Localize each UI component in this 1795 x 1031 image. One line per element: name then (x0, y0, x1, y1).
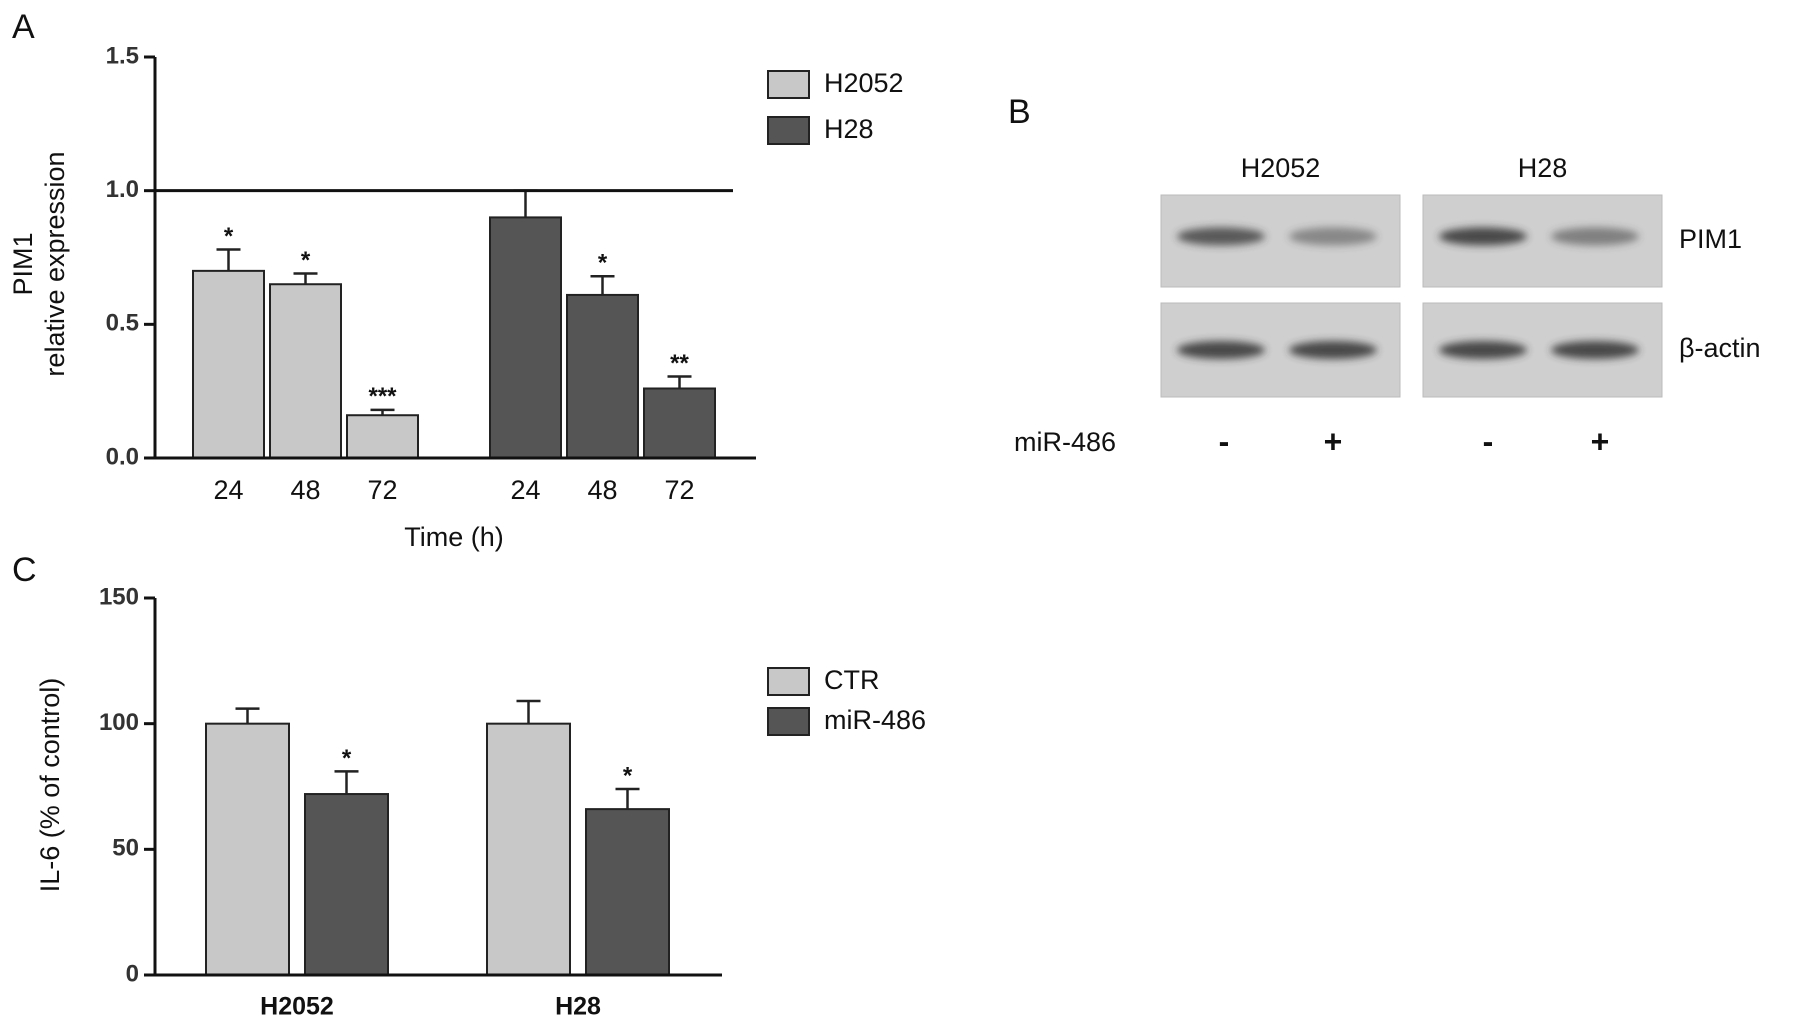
panel-label: C (12, 551, 37, 589)
bar (205, 722, 290, 977)
column-label: H28 (1518, 153, 1568, 183)
legend-swatch (767, 707, 810, 736)
significance: ** (670, 350, 689, 377)
panel-label: A (12, 8, 35, 46)
significance: * (342, 745, 352, 772)
y-axis-label: relative expression (40, 151, 70, 376)
bar (585, 808, 670, 976)
bar (346, 414, 419, 459)
bar (269, 283, 342, 459)
lane-sign: + (1591, 423, 1610, 459)
legend-label: miR-486 (824, 705, 926, 735)
x-tick-label: H28 (555, 993, 601, 1021)
panel-label: B (1008, 93, 1031, 131)
significance: * (598, 250, 608, 277)
row-label: PIM1 (1679, 224, 1742, 254)
blot-band (1551, 341, 1639, 359)
x-tick-label: H2052 (260, 993, 334, 1021)
x-axis-label: Time (h) (404, 522, 504, 552)
blot-band (1439, 227, 1527, 246)
bar (192, 269, 265, 459)
y-tick-label: 0 (126, 960, 139, 987)
column-label: H2052 (1241, 153, 1321, 183)
legend-swatch (767, 667, 810, 696)
blot-band (1177, 227, 1265, 246)
significance: * (224, 223, 234, 250)
x-tick-label: 72 (367, 475, 397, 505)
row-label: β-actin (1679, 333, 1761, 363)
y-tick-label: 100 (99, 709, 139, 736)
y-tick-label: 150 (99, 583, 139, 610)
blot-band (1289, 227, 1377, 246)
x-tick-label: 48 (587, 475, 617, 505)
legend-swatch (767, 116, 810, 145)
significance: *** (368, 383, 397, 410)
legend-swatch (767, 70, 810, 99)
lane-sign: - (1483, 423, 1494, 459)
treatment-label: miR-486 (1014, 427, 1116, 457)
y-axis-label: PIM1 (8, 232, 38, 295)
blot-band (1551, 227, 1639, 246)
bar (486, 722, 571, 977)
bar (643, 387, 716, 460)
lane-sign: + (1324, 423, 1343, 459)
y-tick-label: 1.0 (106, 176, 139, 203)
x-tick-label: 24 (510, 475, 540, 505)
y-tick-label: 0.5 (106, 310, 139, 337)
blot-band (1289, 341, 1377, 359)
bar (566, 293, 639, 459)
lane-sign: - (1219, 423, 1230, 459)
blot-band (1177, 341, 1265, 359)
legend-label: CTR (824, 665, 880, 695)
y-tick-label: 1.5 (106, 42, 139, 69)
x-tick-label: 24 (213, 475, 243, 505)
bar (304, 793, 389, 976)
y-axis-label: IL-6 (% of control) (35, 678, 65, 893)
y-tick-label: 50 (112, 835, 139, 862)
x-tick-label: 48 (290, 475, 320, 505)
significance: * (623, 762, 633, 789)
legend-label: H2052 (824, 68, 904, 98)
significance: * (301, 247, 311, 274)
legend-label: H28 (824, 114, 874, 144)
y-tick-label: 0.0 (106, 443, 139, 470)
x-tick-label: 72 (664, 475, 694, 505)
bar (489, 216, 562, 459)
blot-band (1439, 341, 1527, 359)
